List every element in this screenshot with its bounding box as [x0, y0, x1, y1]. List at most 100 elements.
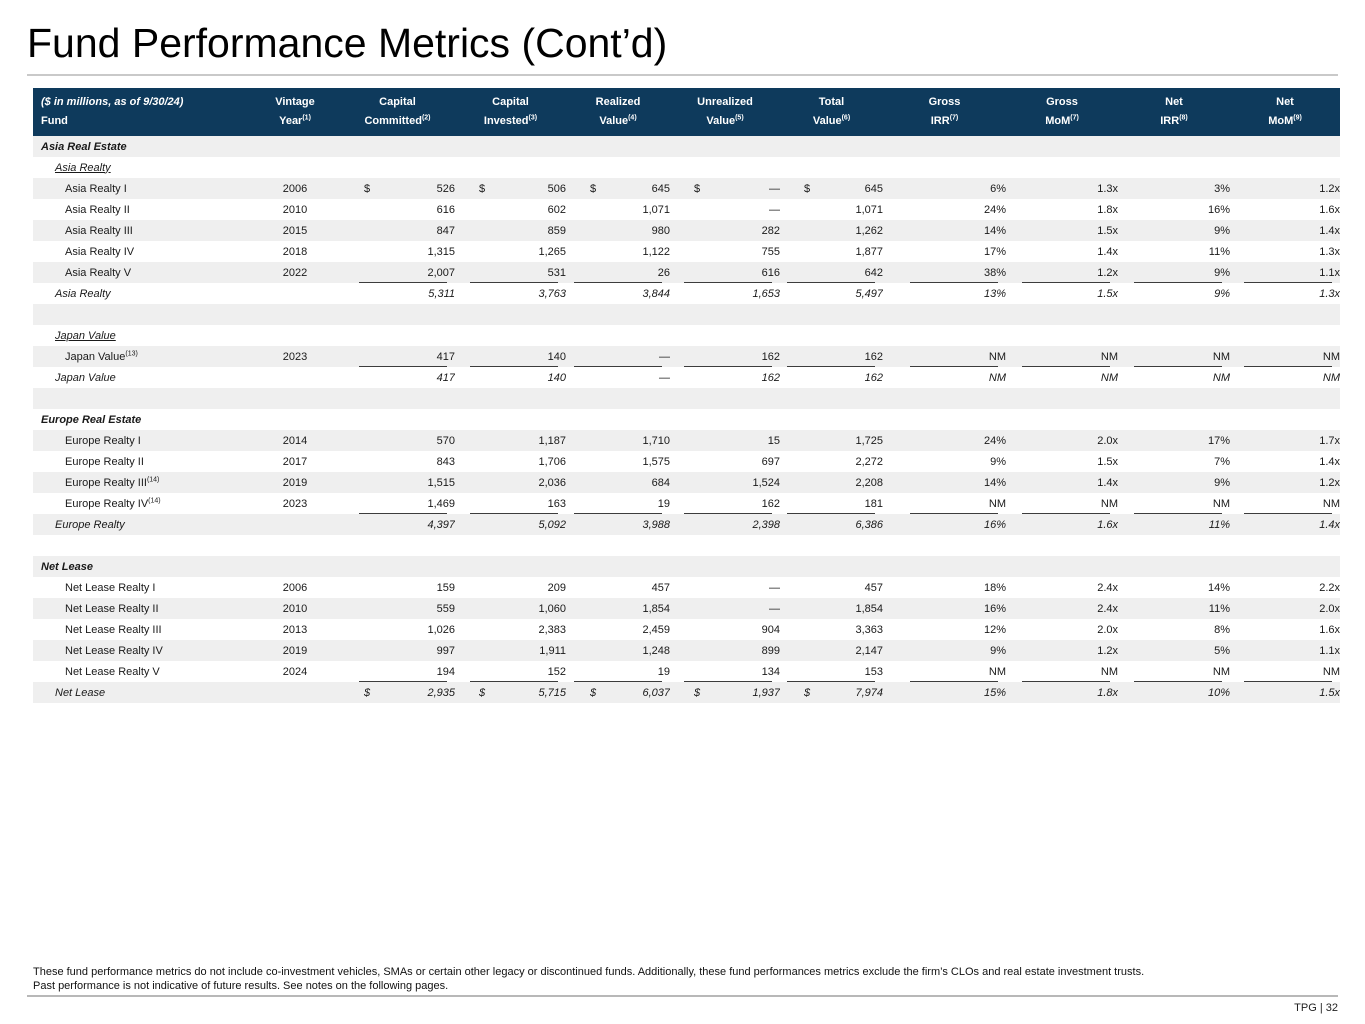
value-cell: 1,469 [340, 493, 455, 514]
dollar-value: $ — [670, 183, 780, 195]
value-cell: — [769, 203, 780, 216]
value-cell: 1.5x [1097, 287, 1118, 300]
value-cell: 11% [1208, 602, 1230, 615]
dollar-sign: $ [364, 182, 371, 195]
value-cell: 1,911 [539, 644, 566, 657]
value-cell: NM [1230, 661, 1340, 682]
value-cell: 18% [983, 581, 1006, 594]
fund-cell: Asia Realty IV [65, 245, 135, 258]
value-cell: 209 [547, 581, 566, 594]
header-column: Gross MoM(7) [1006, 88, 1118, 136]
footnote: These fund performance metrics do not in… [33, 966, 1338, 993]
value-cell: 2,398 [752, 518, 780, 531]
value-cell: 16% [983, 602, 1006, 615]
value-cell: NM [1322, 371, 1340, 384]
header-line2: IRR(8) [1160, 114, 1188, 127]
header-column: Net MoM(9) [1230, 88, 1340, 136]
value-cell: 2,459 [642, 623, 670, 636]
value-cell: 1.4x [1097, 476, 1118, 489]
value-cell: $645 [780, 178, 883, 199]
value-text: 2,935 [427, 686, 455, 699]
vintage-year-cell: 2010 [282, 602, 308, 615]
fund-performance-table: ($ in millions, as of 9/30/24) Fund Vintag… [33, 88, 1340, 703]
value-cell: $6,037 [566, 682, 670, 703]
value-cell: 2,007 [340, 262, 455, 283]
dollar-sign: $ [479, 182, 486, 195]
value-cell: 1,854 [855, 602, 883, 615]
value-cell: 162 [670, 346, 780, 367]
value-cell: 11% [1208, 518, 1230, 531]
value-cell: 997 [436, 644, 455, 657]
value-cell: 153 [780, 661, 883, 682]
value-cell: 2.0x [1097, 434, 1118, 447]
value-cell: $ — [670, 178, 780, 199]
footnote-ref: (14) [148, 496, 161, 504]
blank-row [33, 535, 1340, 556]
value-cell: NM [1006, 346, 1118, 367]
group-label-cell: Net Lease [41, 560, 93, 573]
header-line1: Unrealized [697, 96, 753, 108]
vintage-year-cell: 2023 [282, 497, 308, 510]
value-cell: 616 [436, 203, 455, 216]
value-cell: 616 [670, 262, 780, 283]
section-row: Asia Real Estate [33, 136, 1340, 157]
header-line2: MoM(7) [1045, 114, 1079, 127]
value-cell: 755 [761, 245, 780, 258]
value-cell: 9% [1214, 224, 1230, 237]
value-cell: 163 [455, 493, 566, 514]
data-row: Net Lease Realty II 2010 559 1,060 1,854 — 1,8… [33, 598, 1340, 619]
value-cell: 5% [1214, 644, 1230, 657]
blank-row [33, 388, 1340, 409]
value-cell: 1,575 [642, 455, 670, 468]
footnote-ref: (3) [528, 114, 538, 122]
value-cell: 16% [1207, 203, 1230, 216]
header-line1: Gross [928, 96, 961, 108]
value-cell: 1,653 [752, 287, 780, 300]
value-cell: NM [883, 661, 1006, 682]
value-cell: 847 [436, 224, 455, 237]
footnote-ref: (5) [735, 114, 744, 122]
value-cell: 1.3x [1319, 245, 1340, 258]
value-cell: 2.4x [1097, 602, 1118, 615]
value-cell: 9% [1118, 262, 1230, 283]
group-label-cell: Europe Real Estate [41, 413, 142, 426]
value-cell: 162 [864, 371, 883, 384]
value-cell: $7,974 [780, 682, 883, 703]
data-row: Net Lease Realty V 2024 194 152 19 134 153 NM NM… [33, 661, 1340, 682]
value-cell: 1.3x [1319, 287, 1340, 300]
value-cell: — [769, 602, 780, 615]
section-row: Net Lease [33, 556, 1340, 577]
value-cell: $1,937 [670, 682, 780, 703]
vintage-year-cell: 2019 [282, 644, 308, 657]
footnote-ref: (2) [421, 114, 431, 122]
value-cell: 2.2x [1319, 581, 1340, 594]
subheader-row: Asia Realty [33, 157, 1340, 178]
header-line2: Value(6) [812, 114, 851, 127]
value-cell: 38% [883, 262, 1006, 283]
value-cell: 24% [983, 203, 1006, 216]
header-line1: Total [818, 96, 845, 108]
value-cell: 194 [340, 661, 455, 682]
value-cell: 1.2x [1097, 644, 1118, 657]
value-text: 645 [651, 182, 670, 195]
fund-cell: Net Lease Realty III [65, 623, 162, 636]
total-row: Japan Value 417 140 — 162 162 NM NM NM NM [33, 367, 1340, 388]
value-cell: 5,497 [855, 287, 883, 300]
value-cell: 162 [761, 371, 780, 384]
value-cell: NM [883, 493, 1006, 514]
vintage-year-cell: 2022 [282, 266, 308, 279]
value-cell: 152 [455, 661, 566, 682]
dollar-value: $526 [340, 183, 455, 195]
header-line1: Vintage [275, 96, 315, 108]
value-cell: NM [1118, 346, 1230, 367]
dollar-sign: $ [364, 686, 371, 699]
vintage-year-cell [250, 682, 340, 703]
dollar-sign: $ [694, 686, 701, 699]
value-cell: 1,060 [538, 602, 566, 615]
vintage-year-cell: 2014 [282, 434, 308, 447]
table-head: ($ in millions, as of 9/30/24) Fund Vintag… [33, 88, 1340, 136]
value-cell: 8% [1214, 623, 1230, 636]
value-cell: 1.6x [1319, 623, 1340, 636]
data-row: Net Lease Realty IV 2019 997 1,911 1,248 899 2… [33, 640, 1340, 661]
dollar-value: $645 [566, 183, 670, 195]
